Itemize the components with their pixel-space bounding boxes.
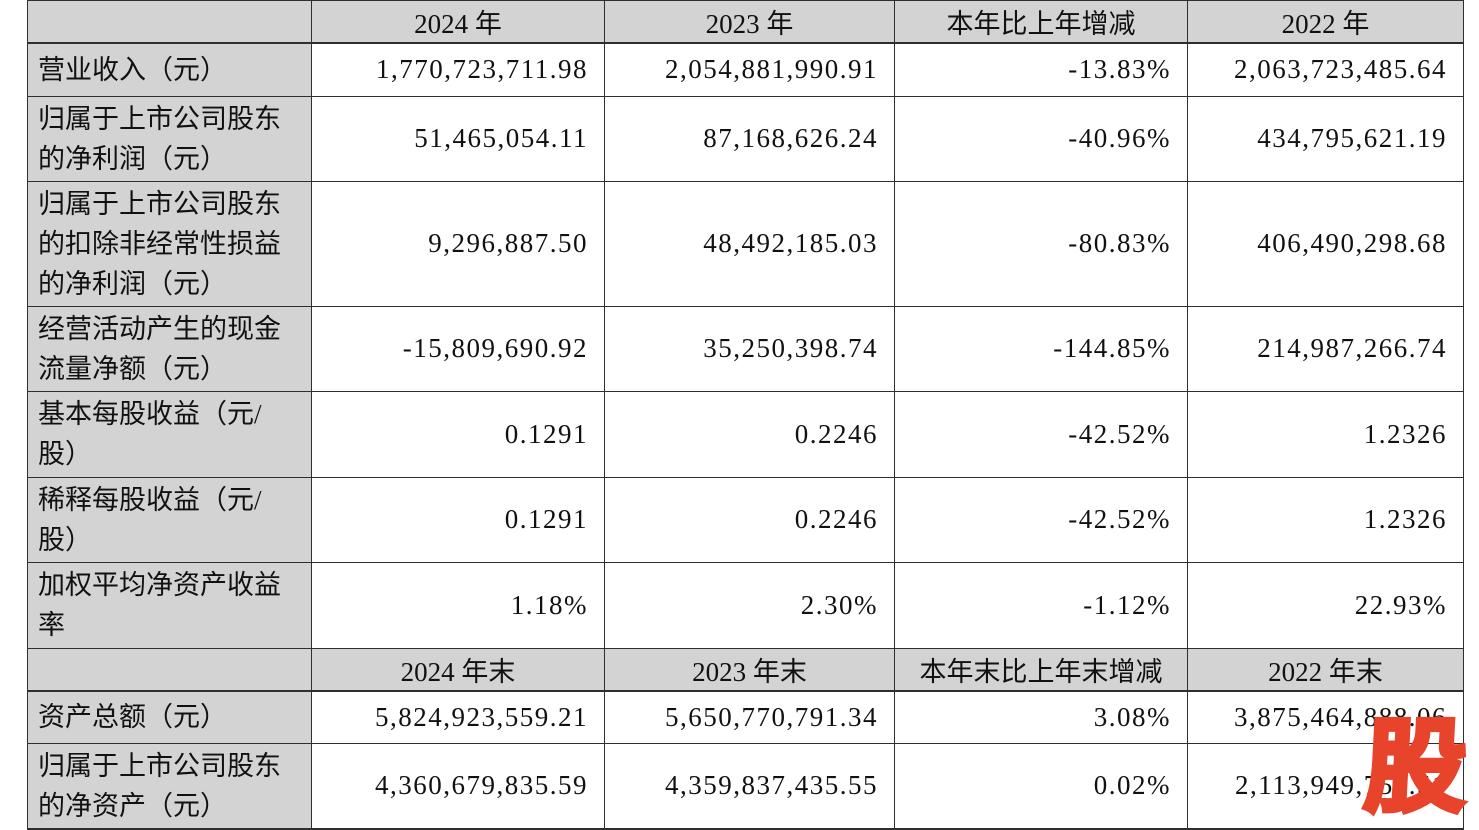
cell-value: 3,875,464,888.06 [1187,690,1464,744]
row-label: 资产总额（元） [27,690,312,744]
row-label: 归属于上市公司股东的扣除非经常性损益的净利润（元） [27,180,312,307]
cell-value: 4,359,837,435.55 [604,742,895,830]
row-label: 加权平均净资产收益率 [27,561,312,649]
cell-value: -15,809,690.92 [311,305,605,392]
cell-value: -13.83% [894,42,1188,97]
table-row: 基本每股收益（元/股） 0.1291 0.2246 -42.52% 1.2326 [27,390,1464,478]
row-label: 营业收入（元） [27,42,312,97]
row-label: 基本每股收益（元/股） [27,390,312,478]
column-header: 2022 年末 [1187,647,1464,692]
cell-value: 3.08% [894,690,1188,744]
cell-value: 1.2326 [1187,476,1464,563]
cell-value: 0.2246 [604,476,895,563]
cell-value: -144.85% [894,305,1188,392]
row-label: 稀释每股收益（元/股） [27,476,312,563]
table-header-row: 2024 年末 2023 年末 本年末比上年末增减 2022 年末 [27,647,1464,692]
cell-value: 5,650,770,791.34 [604,690,895,744]
cell-value: -80.83% [894,180,1188,307]
column-header: 2023 年 [604,0,895,44]
cell-value: 2,054,881,990.91 [604,42,895,97]
cell-value: 1,770,723,711.98 [311,42,605,97]
cell-value: -42.52% [894,390,1188,478]
column-header: 2024 年末 [311,647,605,692]
table-row: 归属于上市公司股东的净资产（元） 4,360,679,835.59 4,359,83… [27,742,1464,830]
cell-value: 48,492,185.03 [604,180,895,307]
row-label: 归属于上市公司股东的净资产（元） [27,742,312,830]
table-header-row: 2024 年 2023 年本年比上年增减 2022 年 [27,0,1464,44]
cell-value: 0.1291 [311,390,605,478]
cell-value: 2,113,949,757.51 [1187,742,1464,830]
cell-value: -40.96% [894,95,1188,182]
cell-value: -42.52% [894,476,1188,563]
column-header: 2023 年末 [604,647,895,692]
table-row: 稀释每股收益（元/股） 0.1291 0.2246 -42.52% 1.2326 [27,476,1464,563]
column-header: 本年末比上年末增减 [894,647,1188,692]
cell-value: 0.2246 [604,390,895,478]
cell-value: 434,795,621.19 [1187,95,1464,182]
corner-header-cell [27,647,312,692]
corner-header-cell [27,0,312,44]
cell-value: 87,168,626.24 [604,95,895,182]
cell-value: 214,987,266.74 [1187,305,1464,392]
cell-value: 2.30% [604,561,895,649]
cell-value: 5,824,923,559.21 [311,690,605,744]
row-label: 经营活动产生的现金流量净额（元） [27,305,312,392]
row-label: 归属于上市公司股东的净利润（元） [27,95,312,182]
table-row: 资产总额（元） 5,824,923,559.21 5,650,770,791.34 3… [27,690,1464,744]
cell-value: 22.93% [1187,561,1464,649]
cell-value: 0.1291 [311,476,605,563]
cell-value: 51,465,054.11 [311,95,605,182]
column-header: 本年比上年增减 [894,0,1188,44]
cell-value: 0.02% [894,742,1188,830]
column-header: 2022 年 [1187,0,1464,44]
cell-value: 2,063,723,485.64 [1187,42,1464,97]
cell-value: -1.12% [894,561,1188,649]
table-row: 归属于上市公司股东的净利润（元） 51,465,054.11 87,168,626.… [27,95,1464,182]
cell-value: 1.2326 [1187,390,1464,478]
table-row: 营业收入（元） 1,770,723,711.98 2,054,881,990.91-… [27,42,1464,97]
cell-value: 4,360,679,835.59 [311,742,605,830]
cell-value: 406,490,298.68 [1187,180,1464,307]
table-row: 归属于上市公司股东的扣除非经常性损益的净利润（元） 9,296,887.50 48,… [27,180,1464,307]
cell-value: 35,250,398.74 [604,305,895,392]
table-row: 加权平均净资产收益率 1.18% 2.30% -1.12% 22.93% [27,561,1464,649]
cell-value: 9,296,887.50 [311,180,605,307]
column-header: 2024 年 [311,0,605,44]
cell-value: 1.18% [311,561,605,649]
table-row: 经营活动产生的现金流量净额（元） -15,809,690.92 35,250,398… [27,305,1464,392]
financial-summary-table: 2024 年 2023 年本年比上年增减 2022 年营业收入（元） 1,770,72… [27,0,1464,830]
